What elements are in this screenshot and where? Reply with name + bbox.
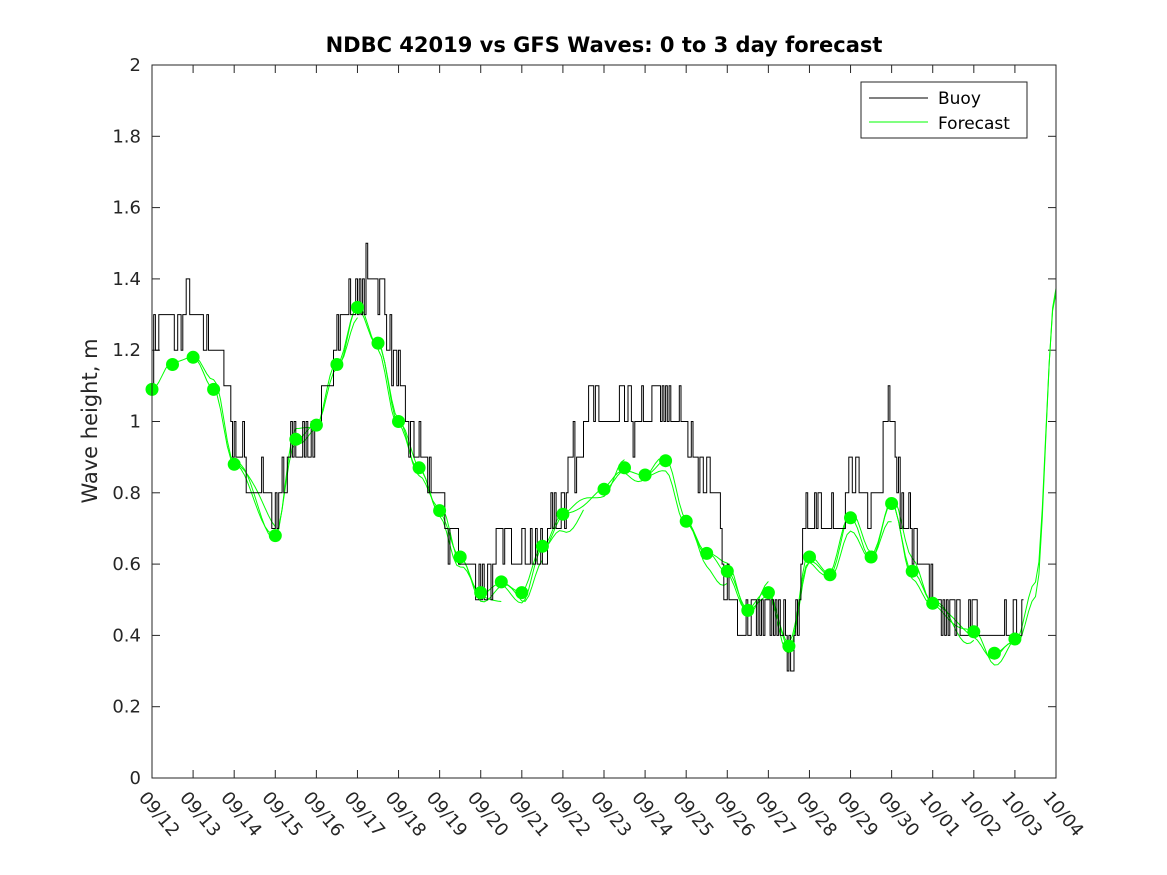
xtick-label: 09/16 — [299, 788, 348, 841]
forecast-marker — [309, 418, 323, 432]
axis-ticks — [151, 64, 1057, 779]
ytick-label: 1.2 — [112, 340, 141, 361]
forecast-run-line — [994, 292, 1057, 654]
x-tick-labels: 09/1209/1309/1409/1509/1609/1709/1809/19… — [134, 788, 1087, 841]
forecast-marker — [823, 568, 837, 582]
ytick-label: 1 — [130, 412, 141, 433]
forecast-marker — [207, 382, 221, 396]
xtick-label: 09/21 — [504, 788, 553, 841]
xtick-label: 09/28 — [792, 788, 841, 841]
forecast-marker — [679, 514, 693, 528]
forecast-marker — [412, 461, 426, 475]
forecast-marker — [186, 350, 200, 364]
forecast-marker — [638, 468, 652, 482]
xtick-label: 09/30 — [874, 788, 923, 841]
forecast-marker — [782, 639, 796, 653]
forecast-marker — [392, 415, 405, 428]
forecast-marker — [659, 454, 673, 468]
legend: Buoy Forecast — [860, 81, 1028, 139]
forecast-marker — [905, 564, 919, 578]
forecast-marker — [618, 461, 631, 475]
plot-frame — [151, 64, 1057, 779]
xtick-label: 09/26 — [709, 788, 758, 841]
forecast-marker — [741, 603, 755, 617]
ytick-label: 0.4 — [112, 625, 141, 646]
xtick-label: 09/23 — [586, 788, 635, 841]
forecast-marker — [453, 550, 467, 564]
forecast-marker — [494, 575, 508, 589]
forecast-marker — [351, 300, 364, 314]
forecast-marker — [474, 586, 488, 600]
forecast-marker — [535, 539, 549, 553]
forecast-marker — [700, 546, 714, 560]
ytick-label: 1.8 — [112, 126, 141, 147]
xtick-label: 09/25 — [668, 788, 717, 841]
xtick-label: 09/12 — [134, 788, 183, 841]
xtick-label: 09/15 — [257, 788, 306, 841]
ytick-label: 1.4 — [112, 269, 141, 290]
forecast-marker — [1008, 632, 1022, 646]
forecast-marker — [515, 586, 529, 600]
xtick-label: 10/03 — [997, 788, 1046, 841]
forecast-marker — [987, 646, 1001, 660]
xtick-label: 09/20 — [463, 788, 512, 841]
buoy-series — [152, 242, 1024, 672]
y-tick-labels: 0 0.2 0.4 0.6 0.8 1 1.2 1.4 1.6 1.8 2 — [112, 55, 141, 789]
xtick-label: 09/29 — [833, 788, 882, 841]
forecast-marker — [227, 457, 241, 471]
ytick-label: 0.6 — [112, 554, 141, 575]
legend-label-buoy: Buoy — [938, 89, 981, 109]
xtick-label: 09/14 — [216, 788, 265, 841]
forecast-marker — [967, 625, 981, 639]
forecast-markers — [145, 300, 1022, 660]
ytick-label: 0.8 — [112, 483, 141, 504]
xtick-label: 09/19 — [422, 788, 471, 841]
xtick-label: 09/27 — [751, 788, 800, 841]
xtick-label: 09/18 — [381, 788, 430, 841]
forecast-marker — [166, 358, 179, 371]
forecast-marker — [864, 550, 878, 564]
forecast-marker — [556, 507, 570, 521]
forecast-marker — [330, 358, 344, 371]
chart-title: NDBC 42019 vs GFS Waves: 0 to 3 day fore… — [326, 33, 883, 57]
ytick-label: 2 — [130, 55, 141, 76]
xtick-label: 09/17 — [340, 788, 389, 841]
forecast-marker — [371, 336, 385, 350]
legend-box — [860, 81, 1028, 139]
y-axis-label: Wave height, m — [78, 338, 102, 503]
xtick-label: 10/04 — [1038, 788, 1087, 841]
forecast-marker — [597, 482, 611, 496]
xtick-label: 09/13 — [175, 788, 224, 841]
forecast-marker — [761, 586, 775, 600]
ytick-label: 1.6 — [112, 198, 141, 219]
forecast-marker — [926, 596, 940, 610]
forecast-marker — [268, 529, 282, 543]
forecast-marker — [885, 497, 899, 510]
forecast-marker — [433, 504, 447, 518]
xtick-label: 09/24 — [627, 788, 676, 841]
forecast-marker — [803, 550, 816, 564]
forecast-marker — [289, 432, 303, 446]
xtick-label: 09/22 — [545, 788, 594, 841]
xtick-label: 10/02 — [956, 788, 1005, 841]
xtick-label: 10/01 — [915, 788, 964, 841]
forecast-marker — [844, 511, 857, 525]
ytick-label: 0 — [130, 768, 141, 789]
buoy-line-path — [152, 242, 1024, 672]
legend-label-forecast: Forecast — [938, 114, 1010, 134]
forecast-marker — [720, 564, 734, 578]
ytick-label: 0.2 — [112, 697, 141, 718]
